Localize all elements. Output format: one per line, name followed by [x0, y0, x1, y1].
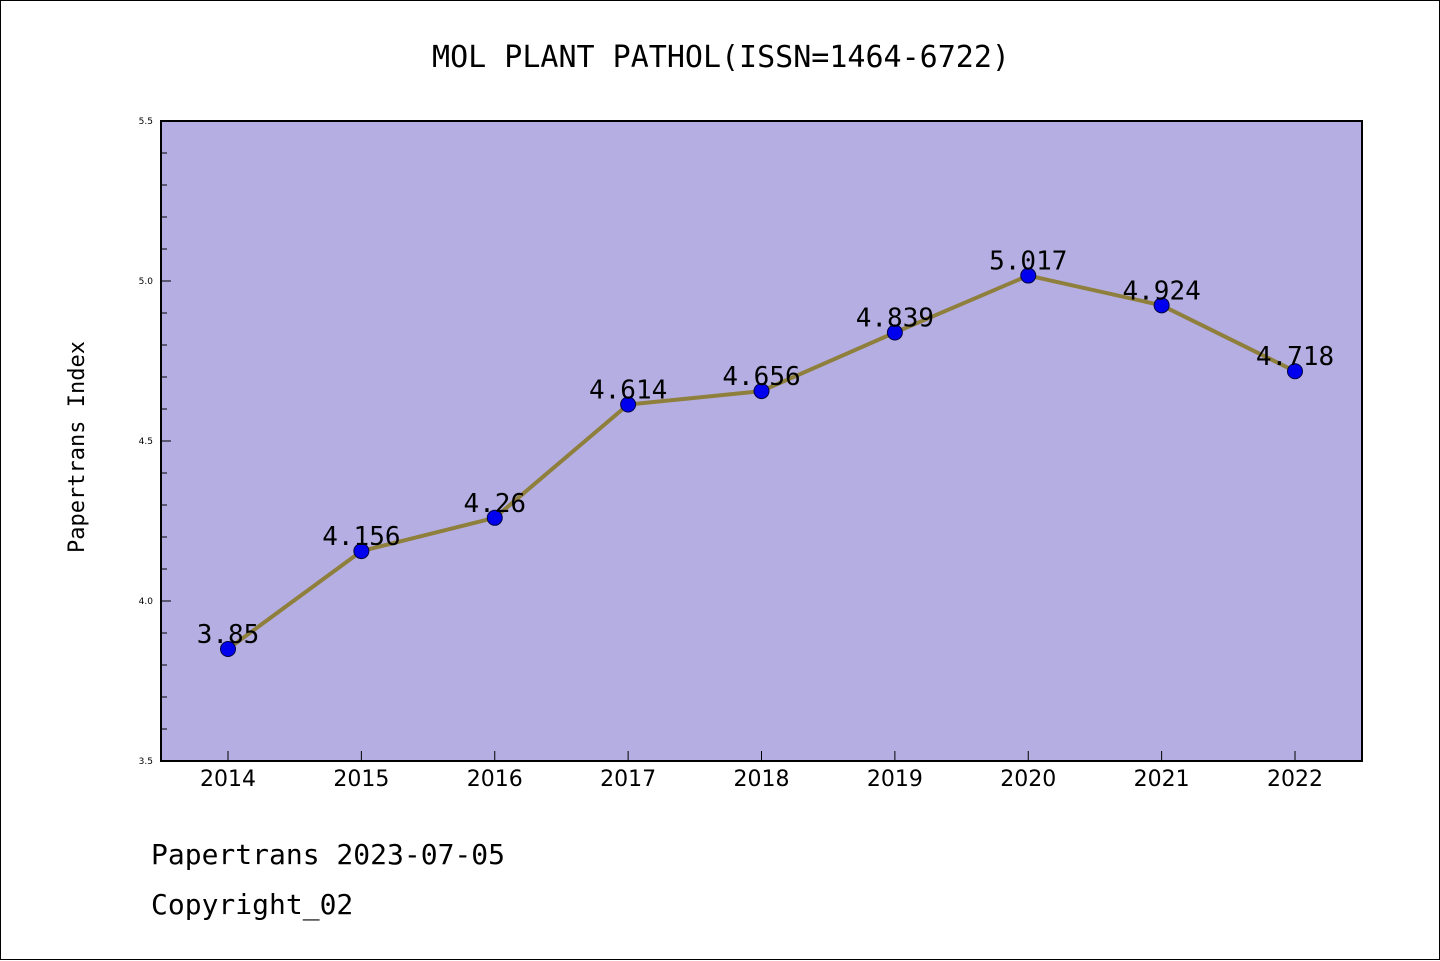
data-label: 4.839 — [856, 304, 934, 334]
data-point — [220, 641, 236, 657]
data-label: 4.718 — [1256, 342, 1334, 372]
data-point — [353, 543, 370, 560]
y-tick-label: 3.5 — [139, 757, 153, 767]
data-label: 4.924 — [1122, 276, 1200, 306]
y-tick-label: 4.0 — [139, 597, 154, 607]
data-point — [1153, 297, 1170, 314]
data-labels: 3.85 4.156 4.26 4.614 4.656 4.839 5.017 4.924 4.… — [197, 247, 1334, 650]
x-tick-label: 2019 — [867, 767, 923, 792]
x-tick-label: 2016 — [467, 767, 523, 792]
x-tick-label: 2017 — [600, 767, 656, 792]
y-tick-label: 5.0 — [139, 277, 154, 287]
plot-border — [160, 120, 1363, 762]
x-tick-label: 2018 — [734, 767, 790, 792]
y-axis-label: Papertrans Index — [65, 341, 90, 553]
plot-area — [161, 121, 1362, 761]
data-label: 3.85 — [197, 620, 260, 650]
footer-copyright: Copyright_02 — [151, 888, 353, 922]
data-point — [486, 509, 503, 526]
x-tick-label: 2021 — [1134, 767, 1190, 792]
x-tick-label: 2015 — [333, 767, 389, 792]
chart-title: MOL PLANT PATHOL(ISSN=1464-6722) — [432, 40, 1010, 75]
y-tick-label: 5.5 — [139, 117, 153, 127]
data-point — [1287, 363, 1303, 380]
data-label: 4.614 — [589, 376, 667, 406]
data-label: 4.656 — [722, 362, 800, 392]
data-label: 4.156 — [322, 522, 400, 552]
x-tick-label: 2020 — [1000, 767, 1056, 792]
footer-date: Papertrans 2023-07-05 — [151, 838, 505, 871]
x-axis-ticks: 2014 2015 2016 2017 2018 2019 2020 2021 2022 — [200, 751, 1323, 792]
x-tick-label: 2014 — [200, 767, 256, 792]
data-point — [1020, 267, 1037, 284]
data-label: 5.017 — [989, 247, 1067, 277]
data-point — [620, 396, 637, 413]
data-point — [886, 324, 903, 341]
x-tick-label: 2022 — [1267, 767, 1323, 792]
data-point — [753, 383, 770, 400]
data-points — [220, 267, 1303, 657]
y-tick-label: 4.5 — [139, 437, 153, 447]
data-label: 4.26 — [463, 489, 526, 519]
